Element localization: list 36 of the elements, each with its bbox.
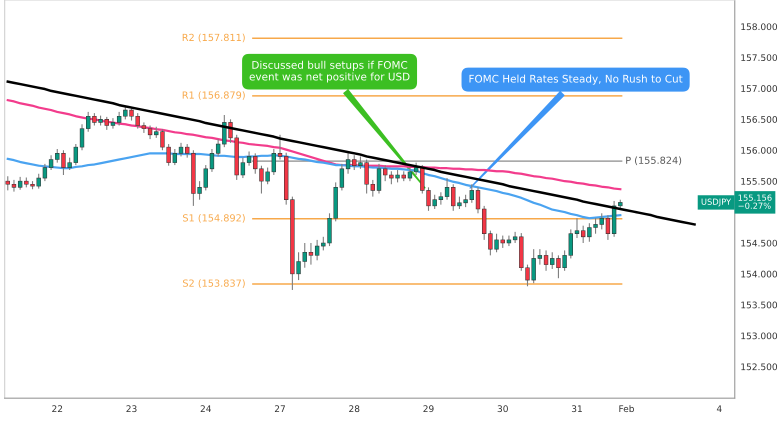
x-tick-label: 24 <box>200 405 211 412</box>
annotation: Discussed bull setups if FOMC event was net positive for USD <box>250 60 410 83</box>
y-tick-label: 157.500 <box>741 54 778 62</box>
x-tick-label: 23 <box>126 405 137 412</box>
candlestick <box>426 186 431 212</box>
annotation: FOMC Held Rates Steady, No Rush to Cut <box>470 74 682 85</box>
candlestick <box>278 134 282 160</box>
y-tick-label: 153.000 <box>741 332 778 340</box>
annotation: USDJPY <box>702 198 732 206</box>
x-tick-label: 29 <box>423 405 434 412</box>
ref-line-label: R1 (156.879) <box>182 91 245 100</box>
x-tick-label: 4 <box>716 405 722 412</box>
y-tick-label: 155.500 <box>741 178 778 185</box>
ref-line-label: R2 (157.811) <box>182 34 245 42</box>
ref-line-label: S1 (154.892) <box>183 214 245 223</box>
x-tick-label: Feb <box>619 405 634 412</box>
ref-line-label: S2 (153.837) <box>183 279 245 288</box>
y-tick-label: 158.000 <box>741 23 778 30</box>
x-tick-label: 27 <box>274 405 285 412</box>
x-tick-label: 28 <box>349 405 360 412</box>
y-tick-label: 154.500 <box>741 240 778 247</box>
line-series <box>6 99 622 190</box>
y-tick-label: 157.000 <box>741 85 778 92</box>
candlestick <box>476 186 480 214</box>
ref-line-label: P (155.824) <box>626 156 682 166</box>
y-tick-label: 156.500 <box>741 116 778 123</box>
y-tick-label: 153.500 <box>741 302 778 308</box>
y-tick-label: 156.000 <box>741 146 778 154</box>
candlestick <box>376 163 382 194</box>
x-tick-label: 31 <box>572 405 582 412</box>
x-tick-label: 30 <box>498 405 508 412</box>
y-tick-label: 154.000 <box>741 270 778 278</box>
y-tick-label: 152.500 <box>741 363 778 370</box>
text: −0.27% <box>738 202 771 209</box>
x-tick-label: 22 <box>52 405 62 412</box>
text: 155.156 <box>738 194 772 201</box>
